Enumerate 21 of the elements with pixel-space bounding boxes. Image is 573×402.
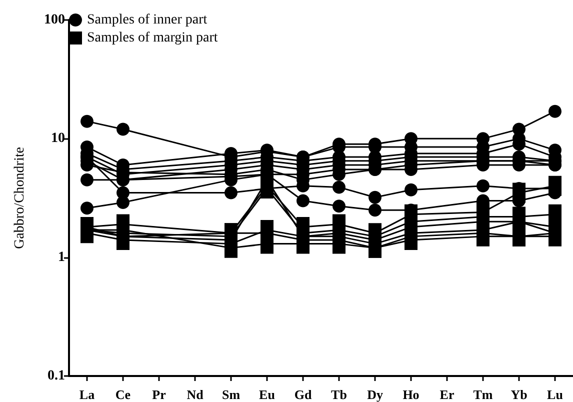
x-tick-label: Pr: [152, 387, 166, 402]
y-axis-title: Gabbro/Chondrite: [12, 147, 28, 249]
x-tick-label: Gd: [294, 387, 312, 402]
x-tick-label: Ho: [402, 387, 420, 402]
x-tick-label: Tb: [331, 387, 347, 402]
x-tick-label: Dy: [367, 387, 384, 402]
legend-label: Samples of inner part: [87, 12, 208, 28]
y-tick-label: 1: [58, 250, 65, 265]
x-tick-label: Ce: [115, 387, 131, 402]
x-tick-label: Eu: [259, 387, 275, 402]
x-tick-label: Tm: [473, 387, 493, 402]
x-tick-label: La: [79, 387, 96, 402]
y-tick-label: 10: [51, 131, 65, 146]
x-tick-label: Er: [440, 387, 454, 402]
x-tick-label: Yb: [510, 387, 528, 402]
x-tick-label: Nd: [186, 387, 204, 402]
y-tick-label: 100: [44, 12, 65, 28]
x-tick-label: Lu: [547, 387, 563, 402]
y-tick-label: 0.1: [48, 368, 65, 384]
x-tick-label: Sm: [222, 387, 240, 402]
legend-label: Samples of margin part: [87, 30, 218, 46]
